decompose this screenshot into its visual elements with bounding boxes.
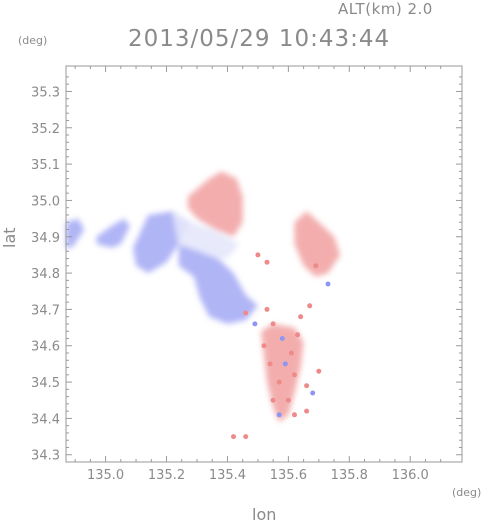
timestamp: 2013/05/29 10:43:44 xyxy=(128,26,391,52)
region-positive-7 xyxy=(261,323,304,422)
speckle-11 xyxy=(285,397,291,403)
speckle-15 xyxy=(304,408,310,414)
speckle-22 xyxy=(243,310,249,316)
speckle-17 xyxy=(307,303,313,309)
speckle-4 xyxy=(295,332,300,338)
speckle-12 xyxy=(270,397,276,403)
x-tick-label: 135.6 xyxy=(270,468,307,483)
region-negative-0 xyxy=(66,218,85,248)
x-tick-label: 135.8 xyxy=(331,468,368,483)
speckle-27 xyxy=(264,306,270,312)
speckle-19 xyxy=(325,281,331,287)
altitude-label: ALT(km) 2.0 xyxy=(338,0,433,18)
y-tick-label: 35.2 xyxy=(31,122,60,137)
y-tick-label: 34.8 xyxy=(31,267,60,282)
y-tick-label: 35.3 xyxy=(31,85,60,100)
region-neutral-4 xyxy=(172,211,240,259)
y-tick-label: 34.4 xyxy=(31,412,60,427)
speckle-23 xyxy=(252,321,258,327)
x-tick-label: 135.4 xyxy=(209,468,246,483)
speckle-21 xyxy=(264,259,270,265)
speckle-13 xyxy=(276,412,282,418)
region-negative-3 xyxy=(178,244,258,324)
speckle-0 xyxy=(261,343,267,349)
x-tick-label: 135.0 xyxy=(87,468,124,483)
speckle-9 xyxy=(304,383,310,389)
x-tick-label: 136.0 xyxy=(392,468,429,483)
speckle-8 xyxy=(276,379,282,385)
speckle-2 xyxy=(279,336,285,341)
x-axis-unit: (deg) xyxy=(452,486,482,499)
region-positive-5 xyxy=(187,171,243,237)
speckle-24 xyxy=(231,434,236,440)
speckle-26 xyxy=(316,368,322,374)
speckle-25 xyxy=(243,434,249,440)
speckle-3 xyxy=(288,350,294,356)
speckle-18 xyxy=(313,263,319,269)
y-tick-label: 34.9 xyxy=(31,231,60,246)
y-ticks: 34.3 34.4 34.5 34.6 34.7 34.8 34.9 35.0 35.1 35.2… xyxy=(31,76,462,464)
y-tick-label: 34.7 xyxy=(31,303,60,318)
speckle-20 xyxy=(255,252,261,258)
y-tick-label: 34.6 xyxy=(31,340,60,355)
speckle-14 xyxy=(292,412,297,418)
region-negative-1 xyxy=(96,218,130,248)
x-tick-label: 135.2 xyxy=(148,468,185,483)
plot-frame xyxy=(65,65,463,463)
y-tick-label: 35.0 xyxy=(31,194,60,209)
x-axis-label: lon xyxy=(252,505,277,524)
y-tick-label: 34.3 xyxy=(31,449,60,464)
x-ticks: 135.0 135.2 135.4 135.6 135.8 136.0 xyxy=(74,66,442,483)
y-axis-unit: (deg) xyxy=(18,34,48,47)
speckle-7 xyxy=(292,372,297,378)
speckle-6 xyxy=(282,361,288,367)
y-tick-label: 34.5 xyxy=(31,376,60,391)
speckle-10 xyxy=(310,390,316,396)
field-speckles xyxy=(231,252,331,440)
y-tick-label: 35.1 xyxy=(31,158,60,173)
speckle-5 xyxy=(267,361,273,367)
field-regions xyxy=(66,171,341,422)
speckle-16 xyxy=(298,314,304,320)
speckle-1 xyxy=(270,321,276,327)
region-positive-6 xyxy=(294,211,341,277)
